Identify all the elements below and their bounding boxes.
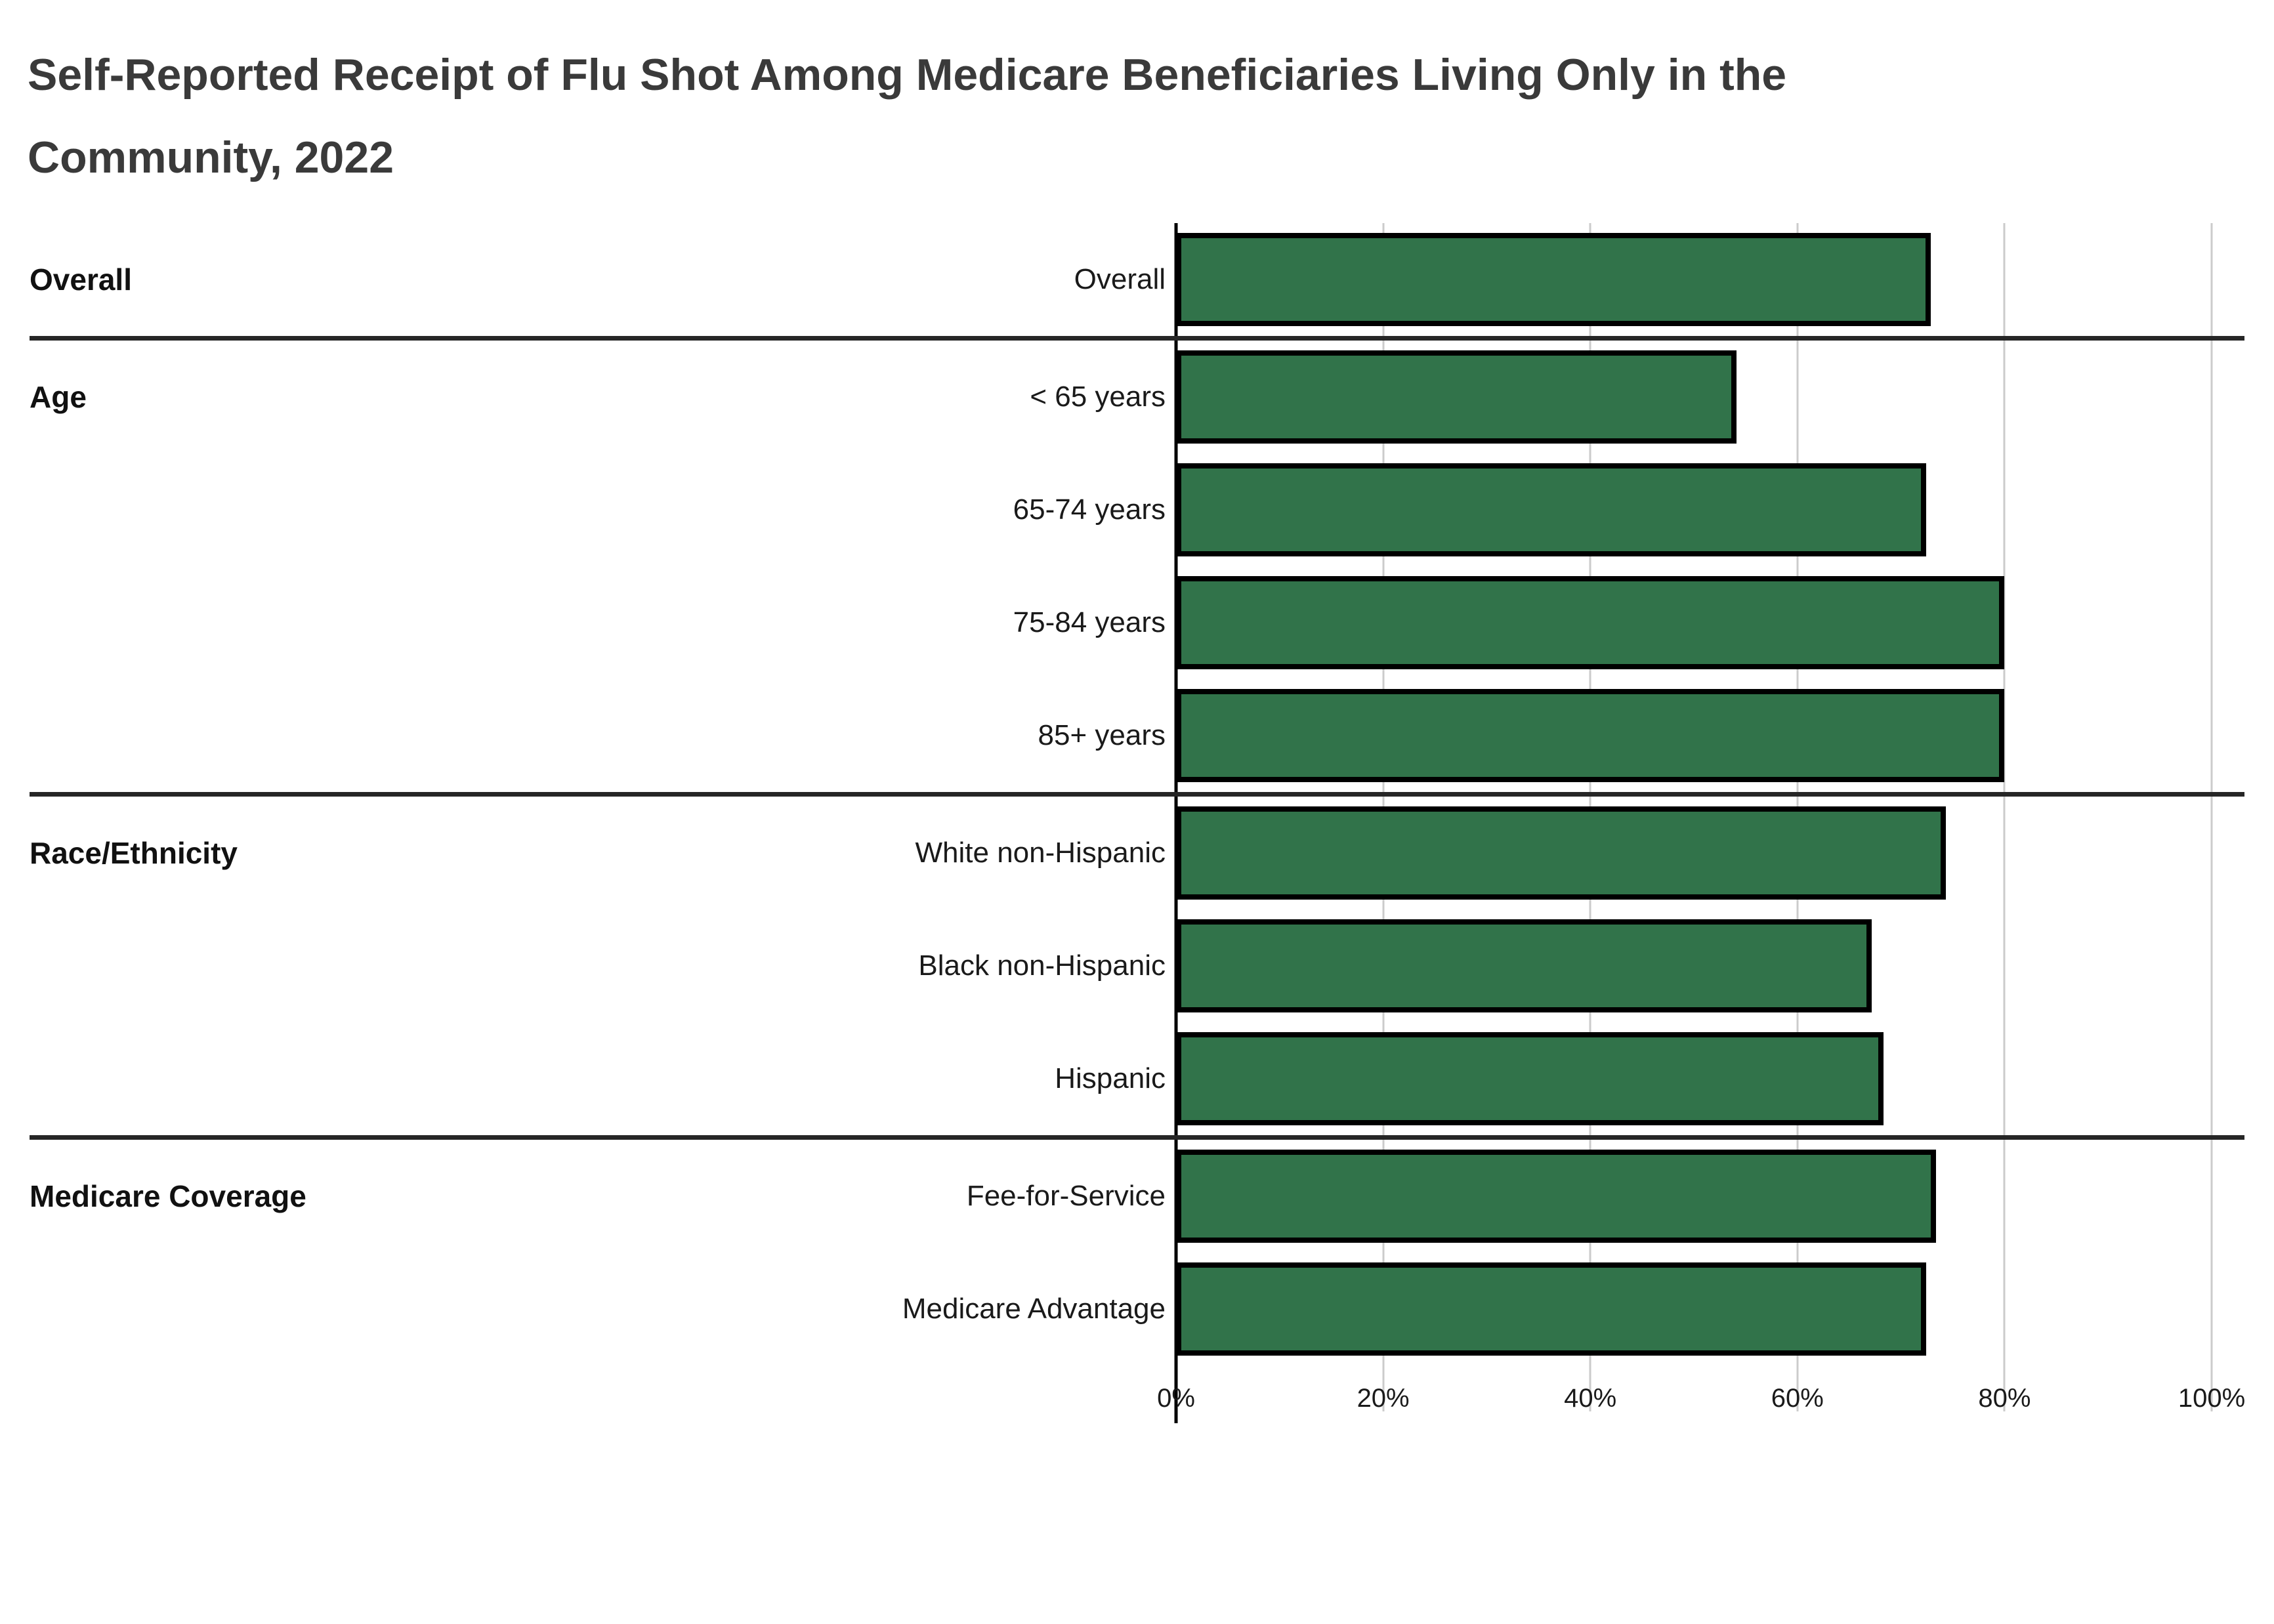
bar-track [1176,1149,2274,1243]
category-label: Black non-Hispanic [918,949,1166,982]
x-tick-label: 60% [1771,1383,1824,1413]
category-label: < 65 years [1030,380,1166,413]
rows: Overall Overall Age < 65 years 65-74 yea… [0,223,2274,1365]
bar-track [1176,575,2274,669]
chart-row: Race/Ethnicity White non-Hispanic [0,797,2274,909]
gridline [2003,222,2006,1411]
bar [1176,1149,1937,1243]
chart-row: Overall Overall [0,223,2274,336]
x-tick-label: 20% [1357,1383,1410,1413]
chart-row: Black non-Hispanic [0,909,2274,1022]
bar-track [1176,1031,2274,1125]
x-tick-label: 40% [1564,1383,1617,1413]
gridline [2210,222,2213,1411]
bar [1176,575,2005,669]
bar [1176,1031,1884,1125]
bar [1176,350,1737,444]
chart-row: Medicare Coverage Fee-for-Service [0,1140,2274,1253]
category-label: 75-84 years [1013,606,1166,638]
x-tick-label: 80% [1978,1383,2031,1413]
bar [1176,463,1926,556]
group-label: Age [30,379,87,414]
bar [1176,806,1946,900]
category-label: Hispanic [1055,1062,1166,1094]
x-tick-label: 0% [1157,1383,1195,1413]
x-axis: 0% 20% 40% 60% 80% 100% [1157,1365,2245,1428]
category-label: Fee-for-Service [966,1179,1166,1212]
chart-row: Age < 65 years [0,341,2274,453]
chart-row: Hispanic [0,1022,2274,1135]
bar [1176,919,1872,1012]
chart-row: 85+ years [0,679,2274,792]
category-label: 65-74 years [1013,493,1166,526]
category-label: White non-Hispanic [915,836,1166,869]
chart-title-line-2: Community, 2022 [28,132,394,182]
bar-track [1176,350,2274,444]
bar-track [1176,919,2274,1012]
category-label: 85+ years [1038,718,1166,751]
category-label: Medicare Advantage [902,1292,1166,1325]
group-label: Medicare Coverage [30,1178,306,1213]
bar-track [1176,1262,2274,1356]
group-label: Overall [30,262,132,297]
section-separator [30,335,2244,341]
chart-row: Medicare Advantage [0,1253,2274,1365]
chart-area: Overall Overall Age < 65 years 65-74 yea… [0,222,2274,1428]
bar [1176,688,2005,782]
group-label: Race/Ethnicity [30,835,238,870]
bar-track [1176,232,2274,326]
category-label: Overall [1074,262,1166,295]
x-tick-label: 100% [2178,1383,2246,1413]
chart-row: 75-84 years [0,566,2274,679]
chart-title: Self-Reported Receipt of Flu Shot Among … [28,34,2220,199]
bar [1176,232,1931,326]
bar-track [1176,806,2274,900]
section-separator [30,791,2244,797]
chart-row: 65-74 years [0,453,2274,566]
section-separator [30,1135,2244,1140]
bar-track [1176,463,2274,556]
bar [1176,1262,1926,1356]
chart-title-line-1: Self-Reported Receipt of Flu Shot Among … [28,50,1787,100]
bar-track [1176,688,2274,782]
